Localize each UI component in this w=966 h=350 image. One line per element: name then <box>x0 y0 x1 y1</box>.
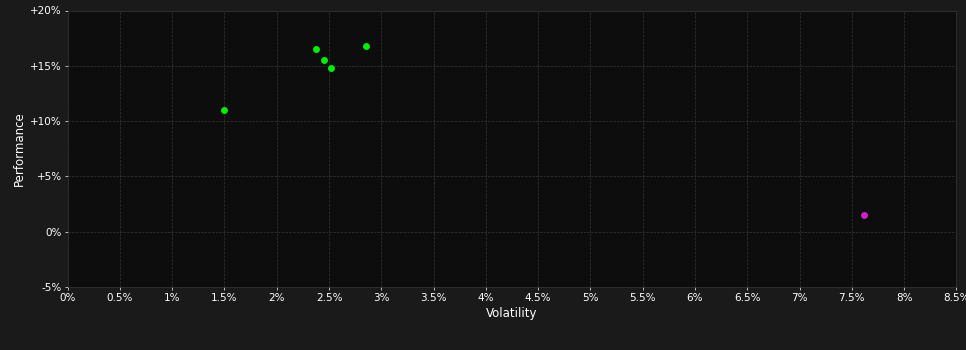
Y-axis label: Performance: Performance <box>14 111 26 186</box>
X-axis label: Volatility: Volatility <box>486 307 538 320</box>
